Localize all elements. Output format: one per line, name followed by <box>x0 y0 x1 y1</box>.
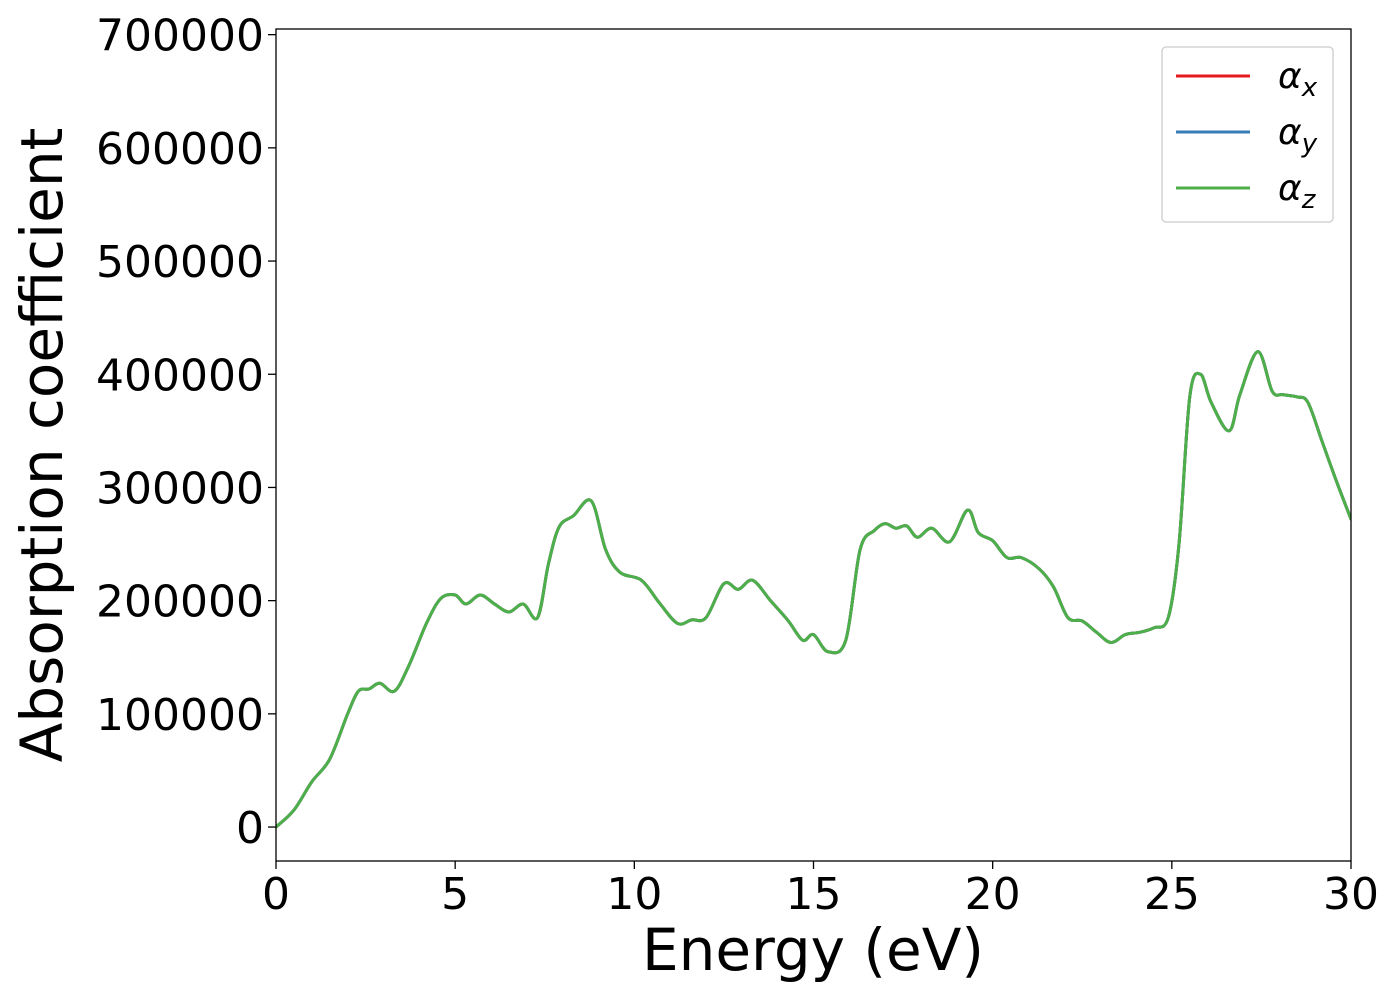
y-tick-label: 100000 <box>96 690 264 741</box>
y-tick-label: 0 <box>236 803 264 854</box>
x-tick-label: 20 <box>965 869 1021 920</box>
series-line-z <box>276 350 1351 829</box>
x-tick-label: 30 <box>1323 869 1379 920</box>
legend: αx αy αz <box>1161 46 1334 223</box>
legend-label-z: αz <box>1278 168 1317 215</box>
legend-label-x: αx <box>1278 56 1318 103</box>
x-tick-label: 0 <box>262 869 290 920</box>
x-axis-label: Energy (eV) <box>642 916 984 984</box>
plot-area <box>276 350 1351 829</box>
y-tick-label: 500000 <box>96 237 264 288</box>
x-tick-label: 25 <box>1144 869 1200 920</box>
y-axis-label: Absorption coefficient <box>8 128 76 763</box>
y-tick-label: 300000 <box>96 463 264 514</box>
legend-box <box>1161 46 1334 223</box>
y-tick-label: 200000 <box>96 577 264 628</box>
y-tick-label: 600000 <box>96 124 264 175</box>
x-tick-label: 5 <box>441 869 469 920</box>
y-tick-label: 400000 <box>96 350 264 401</box>
y-tick-label: 700000 <box>96 11 264 62</box>
axes: 0 5 10 15 20 25 30 0 100000 200000 300000 400000 500… <box>96 11 1379 920</box>
legend-label-y: αy <box>1278 112 1318 159</box>
x-tick-label: 10 <box>606 869 662 920</box>
x-tick-label: 15 <box>786 869 842 920</box>
